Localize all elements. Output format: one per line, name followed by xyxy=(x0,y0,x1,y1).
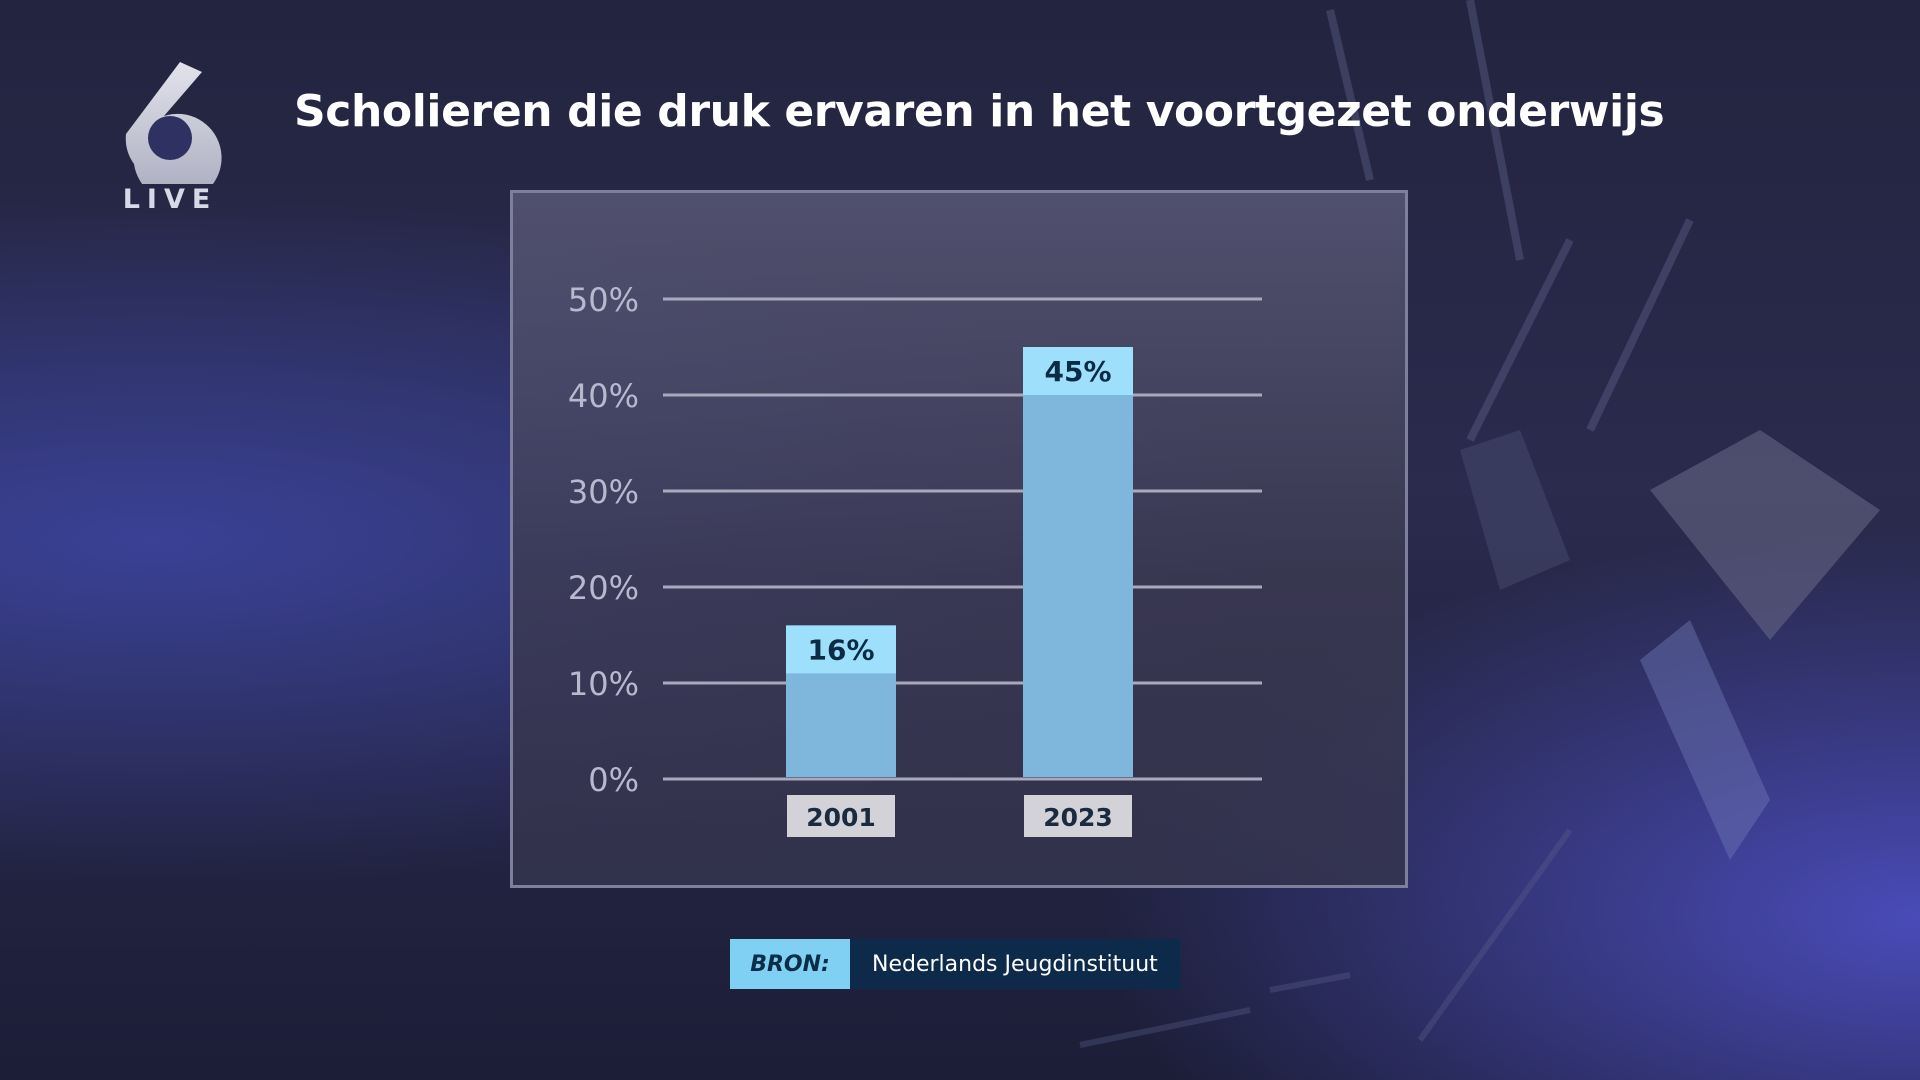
chart-panel: 0% 10% 20% 30% 40% 50% 16% 2001 45% 2023 xyxy=(510,190,1408,888)
source-value: Nederlands Jeugdinstituut xyxy=(850,939,1180,989)
source-badge: BRON: Nederlands Jeugdinstituut xyxy=(730,939,1180,989)
bar-value-label: 45% xyxy=(1044,355,1111,388)
channel-logo-text: LIVE xyxy=(122,184,218,215)
source-label: BRON: xyxy=(730,939,850,989)
y-tick-label: 20% xyxy=(568,569,639,607)
category-box xyxy=(787,795,895,837)
bar-value-box xyxy=(786,625,896,674)
y-tick-label: 10% xyxy=(568,665,639,703)
chart-title: Scholieren die druk ervaren in het voort… xyxy=(294,86,1665,137)
channel-logo: LIVE xyxy=(110,56,230,226)
bar-value-label: 16% xyxy=(807,633,874,666)
bar xyxy=(1023,347,1133,777)
bar-chart: 0% 10% 20% 30% 40% 50% 16% 2001 45% 2023 xyxy=(568,281,1262,837)
y-tick-label: 40% xyxy=(568,377,639,415)
category-box xyxy=(1024,795,1132,837)
six-logo-icon xyxy=(125,62,222,184)
y-tick-label: 50% xyxy=(568,281,639,319)
x-category-label: 2023 xyxy=(1043,803,1113,832)
bar-value-box xyxy=(1023,347,1133,395)
y-tick-label: 30% xyxy=(568,473,639,511)
y-tick-label: 0% xyxy=(588,761,639,799)
x-category-label: 2001 xyxy=(806,803,876,832)
